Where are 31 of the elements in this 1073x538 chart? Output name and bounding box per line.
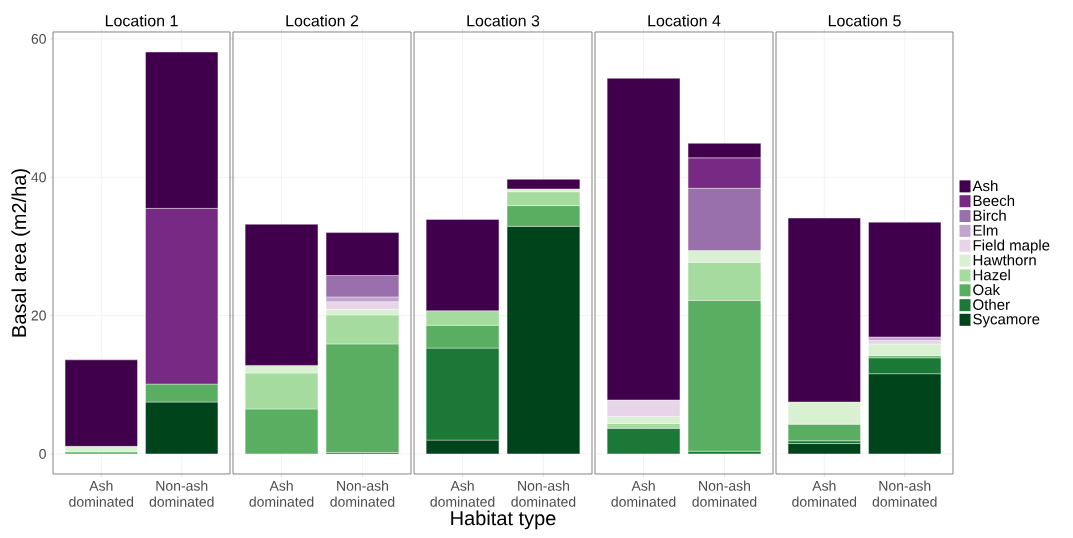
legend-label: Ash bbox=[972, 180, 998, 192]
legend-label: Elm bbox=[973, 224, 998, 236]
y-tick-label: 60 bbox=[31, 33, 46, 44]
x-tick-label: Ash dominated bbox=[611, 480, 676, 507]
legend-label: Sycamore bbox=[973, 313, 1040, 328]
x-tick-label: Ash dominated bbox=[69, 480, 134, 507]
x-tick-label: Ash dominated bbox=[430, 480, 495, 507]
x-tick-label: Non-ash dominated bbox=[330, 480, 395, 507]
x-tick-label: Ash dominated bbox=[249, 480, 314, 507]
x-tick-label: Ash dominated bbox=[792, 480, 857, 507]
x-tick-label: Non-ash dominated bbox=[872, 480, 937, 507]
legend-label: Birch bbox=[973, 209, 1006, 221]
x-axis-title: Habitat type bbox=[451, 510, 556, 530]
legend-label: Beech bbox=[973, 195, 1015, 207]
legend-label: Field maple bbox=[973, 239, 1050, 254]
y-tick-label: 0 bbox=[39, 448, 46, 459]
legend-label: Hawthorn bbox=[973, 254, 1036, 266]
legend-label: Hazel bbox=[973, 269, 1010, 281]
chart-title: Location 4 bbox=[648, 14, 721, 27]
y-axis-title: Basal area (m2/ha) bbox=[11, 169, 31, 337]
y-tick-label: 20 bbox=[31, 310, 46, 321]
chart-title: Location 2 bbox=[286, 14, 359, 27]
legend-label: Other bbox=[973, 298, 1010, 310]
x-tick-label: Non-ash dominated bbox=[511, 480, 576, 507]
chart-title: Location 3 bbox=[467, 14, 540, 27]
x-tick-label: Non-ash dominated bbox=[692, 480, 757, 507]
legend-label: Oak bbox=[973, 284, 1001, 296]
chart-title: Location 1 bbox=[105, 14, 178, 27]
y-tick-label: 40 bbox=[31, 172, 46, 183]
x-tick-label: Non-ash dominated bbox=[149, 480, 214, 507]
chart-title: Location 5 bbox=[828, 14, 901, 27]
